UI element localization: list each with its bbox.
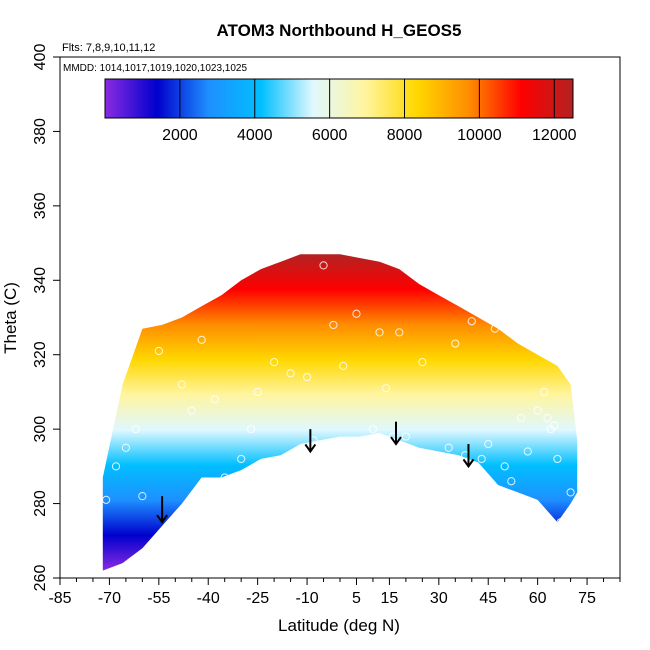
flight-sample-marker (490, 324, 499, 333)
flight-sample-marker (187, 406, 196, 415)
flight-sample-marker (556, 518, 565, 527)
x-tick-label: -55 (147, 590, 170, 607)
x-tick-label: 60 (529, 590, 547, 607)
flight-sample-marker (154, 346, 163, 356)
flight-sample-marker (339, 361, 348, 370)
x-tick-label: -85 (48, 590, 71, 607)
colorbar-tick-label: 2000 (162, 127, 198, 144)
flight-sample-marker (451, 339, 460, 348)
flight-sample-marker (164, 540, 173, 549)
flight-sample-marker (566, 488, 575, 497)
flight-sample-marker (270, 358, 279, 367)
flight-sample-marker (121, 443, 130, 452)
flight-sample-marker (507, 477, 516, 486)
flight-sample-marker (395, 328, 404, 337)
flight-sample-marker (418, 358, 427, 367)
flight-sample-marker (467, 317, 476, 326)
flight-sample-marker (302, 372, 312, 382)
flight-sample-marker (138, 492, 147, 501)
flight-sample-marker (210, 395, 219, 404)
x-tick-label: 75 (578, 590, 596, 607)
flight-sample-marker (286, 369, 295, 378)
flight-sample-marker (319, 261, 328, 270)
flight-sample-marker (517, 413, 526, 423)
flight-sample-marker (484, 439, 493, 449)
x-tick-label: -10 (295, 590, 318, 607)
flight-sample-marker (131, 425, 140, 434)
flight-sample-marker (352, 309, 361, 318)
chart-title: ATOM3 Northbound H_GEOS5 (217, 21, 462, 40)
flight-sample-marker (500, 462, 509, 471)
flight-sample-marker (523, 447, 532, 456)
descent-arrow-head (304, 443, 317, 454)
colorbar-tick-label: 6000 (312, 127, 348, 144)
flight-sample-marker (533, 406, 542, 415)
x-tick-label: -70 (98, 590, 121, 607)
colorbar-tick-label: 4000 (237, 127, 273, 144)
y-tick-label: 380 (32, 118, 49, 145)
x-tick-label: 5 (352, 590, 361, 607)
y-tick-label: 300 (32, 416, 49, 443)
descent-arrow-head (462, 458, 475, 469)
flight-sample-marker (368, 425, 378, 434)
flight-sample-marker (246, 425, 256, 434)
colorbar-fill (104, 78, 574, 119)
y-tick-label: 320 (32, 341, 49, 368)
mmdd-annotation: MMDD: 1014,1017,1019,1020,1023,1025 (63, 63, 247, 74)
x-tick-label: 15 (381, 590, 399, 607)
flight-sample-marker (382, 384, 391, 393)
colorbar-tick-label: 8000 (387, 127, 423, 144)
y-axis: 260 280 300 320 340 360 380 400 (32, 44, 61, 592)
flight-sample-marker (253, 387, 262, 397)
flight-sample-marker (220, 473, 229, 482)
y-tick-label: 400 (32, 44, 49, 71)
flight-sample-marker (543, 413, 552, 423)
markers-layer (102, 261, 575, 549)
flight-sample-marker (197, 335, 206, 344)
y-tick-label: 260 (32, 565, 49, 592)
flight-sample-marker (477, 454, 486, 464)
descent-arrow-head (390, 436, 402, 446)
flight-sample-marker (428, 272, 437, 281)
x-tick-label: 30 (430, 590, 448, 607)
flight-sample-marker (550, 421, 559, 430)
flight-sample-marker (553, 454, 562, 464)
flight-sample-marker (329, 320, 338, 330)
x-tick-label: 45 (479, 590, 497, 607)
y-tick-label: 340 (32, 267, 49, 294)
colorbar: 2000 4000 6000 8000 10000 12000 (104, 78, 577, 144)
flight-sample-marker (177, 380, 186, 389)
x-axis-label: Latitude (deg N) (278, 616, 400, 635)
flight-sample-marker (444, 443, 453, 452)
colorbar-tick-label: 10000 (457, 127, 502, 144)
flight-sample-marker (375, 328, 384, 337)
y-axis-label: Theta (C) (1, 282, 20, 354)
flight-sample-marker (401, 432, 410, 441)
flights-annotation: Flts: 7,8,9,10,11,12 (62, 42, 155, 54)
y-tick-label: 280 (32, 490, 49, 517)
x-axis: -85 -70 -55 -40 -25 -10 5 15 30 45 60 75 (48, 577, 621, 607)
y-tick-label: 360 (32, 192, 49, 219)
flight-sample-marker (111, 462, 121, 471)
descent-arrow-head (156, 514, 168, 524)
flight-sample-marker (102, 495, 111, 504)
x-tick-label: -40 (197, 590, 220, 607)
x-tick-label: -25 (246, 590, 269, 607)
flight-sample-marker (540, 387, 549, 397)
flight-sample-marker (237, 454, 246, 464)
colorbar-tick-label: 12000 (532, 127, 577, 144)
